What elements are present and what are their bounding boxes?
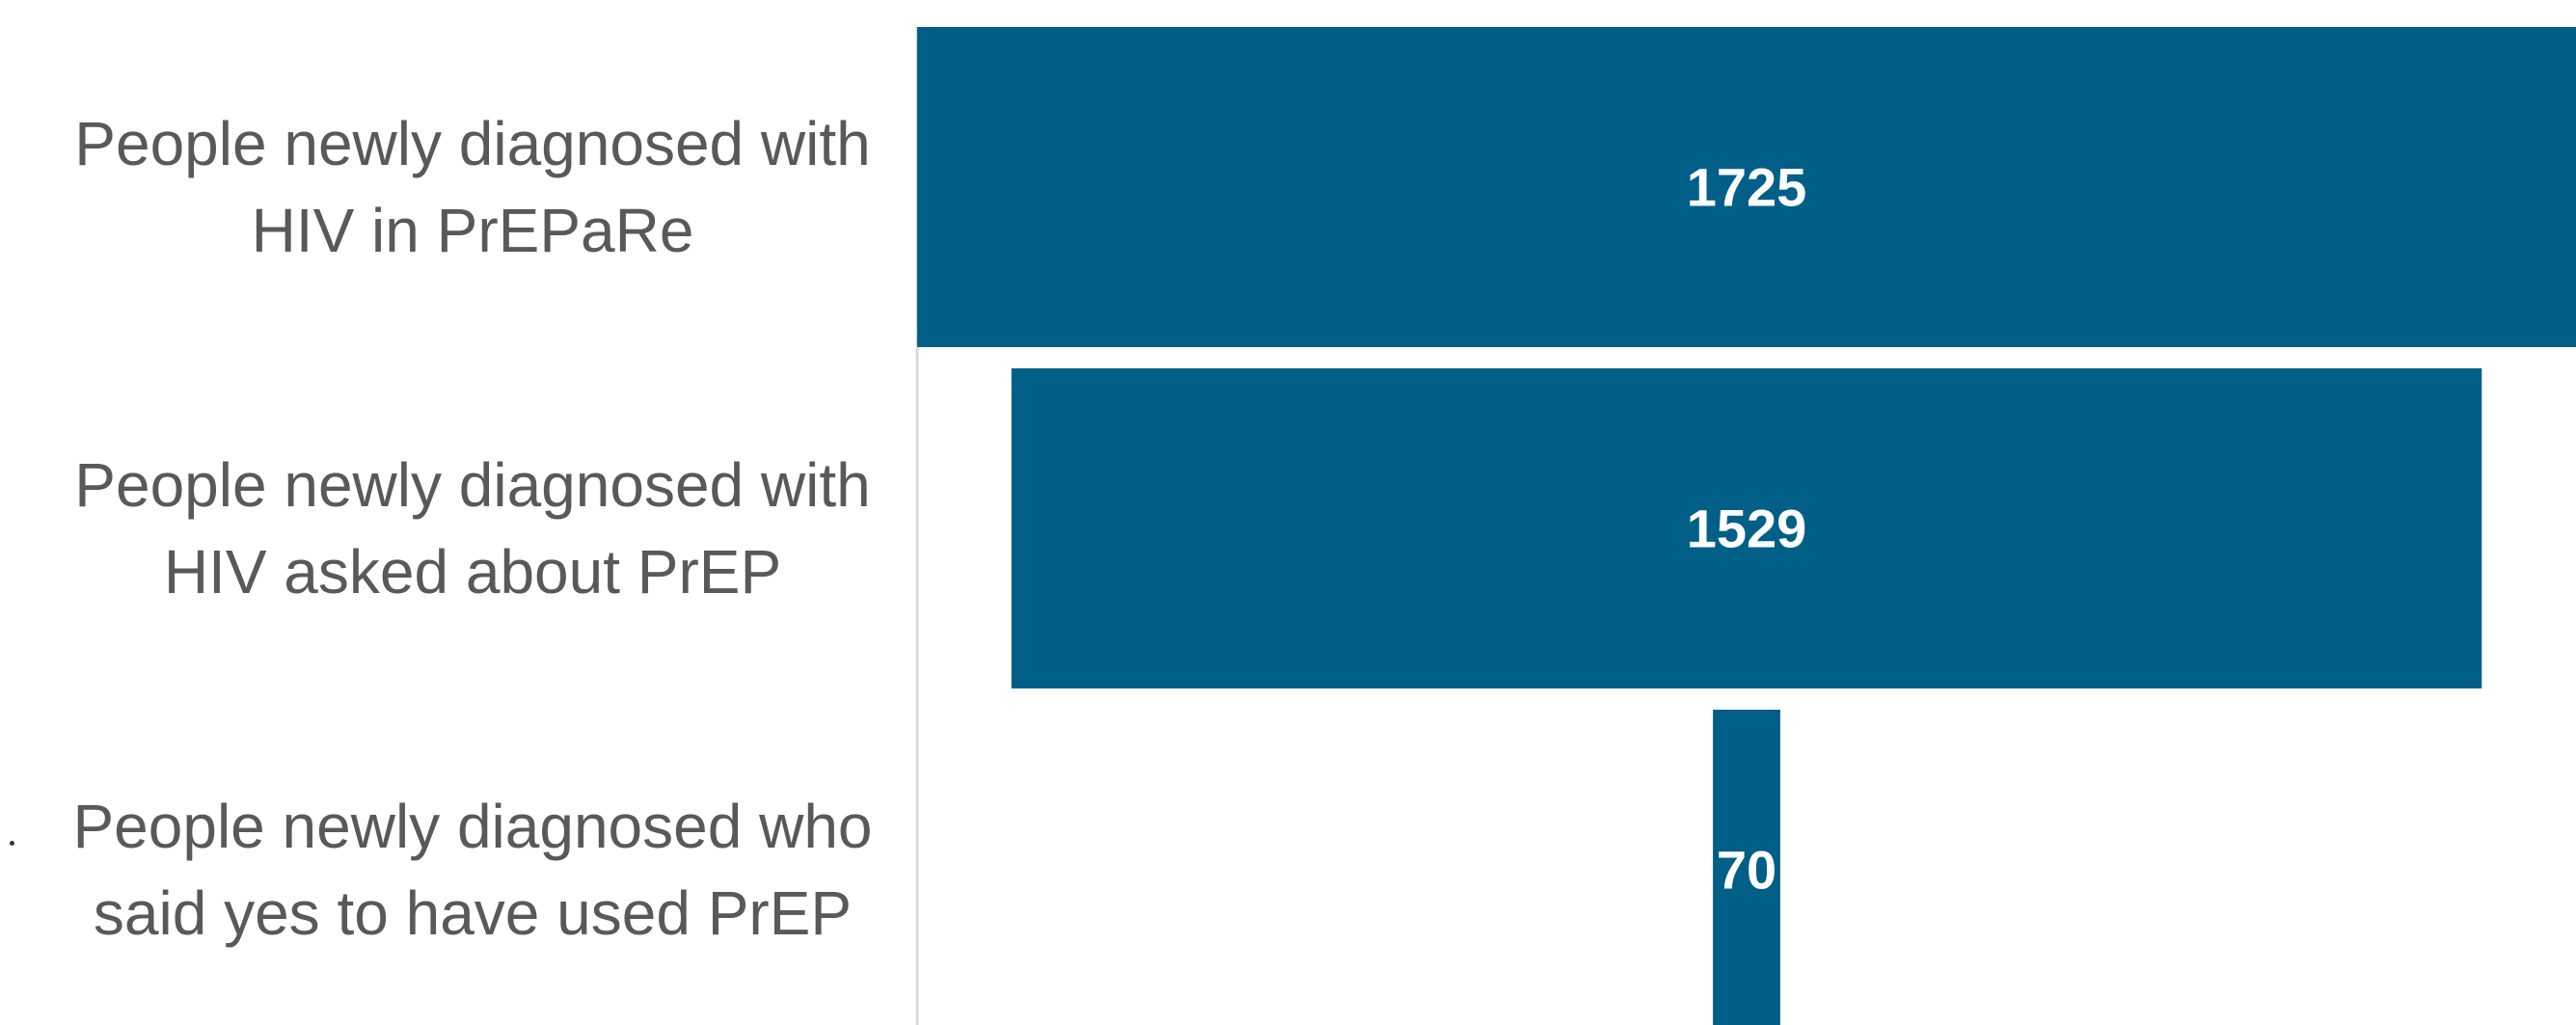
category-label-1-line-1: People newly diagnosed with [74,109,870,178]
category-label-3: People newly diagnosed who said yes to ha… [72,792,872,948]
category-label-2: People newly diagnosed with HIV asked abo… [74,450,870,607]
value-label-3: 70 [1717,840,1776,901]
category-label-2-line-1: People newly diagnosed with [74,450,870,520]
value-label-2: 1529 [1687,499,1807,559]
category-label-2-line-2: HIV asked about PrEP [164,537,781,607]
bar-2 [1011,368,2482,688]
value-label-1: 1725 [1687,157,1807,218]
bars-layer: 1725 1529 70 [917,27,2576,1025]
category-label-1-line-2: HIV in PrEPaRe [252,196,694,265]
stray-dot [10,841,14,846]
bar-3 [1713,710,1780,1025]
category-label-1: People newly diagnosed with HIV in PrEPaR… [74,109,870,265]
category-label-3-line-1: People newly diagnosed who [72,792,872,861]
category-labels-layer: People newly diagnosed with HIV in PrEPaR… [72,109,872,948]
category-label-3-line-2: said yes to have used PrEP [94,878,852,948]
bar-1 [917,27,2576,347]
